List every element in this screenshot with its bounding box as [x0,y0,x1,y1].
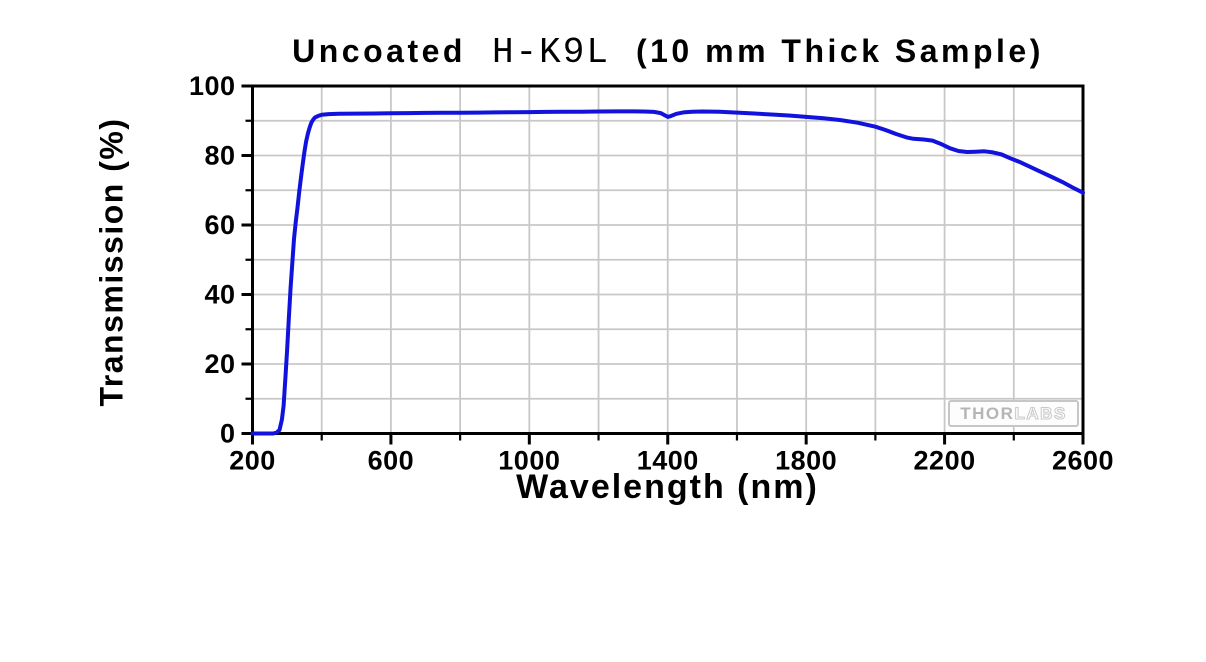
y-tick-label: 40 [204,280,235,310]
x-tick-label: 2600 [1052,446,1114,476]
x-tick-label: 2200 [914,446,976,476]
title-material: H-K9L [491,32,610,73]
x-tick-label: 1000 [498,446,560,476]
title-coating: Uncoated [292,33,466,69]
thorlabs-watermark: THOR LABS [948,400,1079,427]
y-tick-label: 100 [189,71,236,101]
watermark-labs: LABS [1014,403,1067,423]
x-tick-label: 600 [368,446,415,476]
y-axis-label: Transmission (%) [93,117,130,407]
chart-title: Uncoated H-K9L (10 mm Thick Sample) [130,32,1206,73]
watermark-thor: THOR [960,403,1015,423]
y-tick-label: 80 [204,141,235,171]
title-sample: (10 mm Thick Sample) [635,33,1044,69]
transmission-curve [250,109,1085,436]
y-tick-label: 20 [204,349,235,379]
x-axis-label: Wavelength (nm) [516,468,819,506]
x-tick-label: 1400 [637,446,699,476]
y-tick-label: 60 [204,210,235,240]
plot-border [251,84,1085,435]
x-tick-label: 1800 [775,446,837,476]
x-tick-label: 200 [229,446,276,476]
y-tick-label: 0 [220,419,236,449]
